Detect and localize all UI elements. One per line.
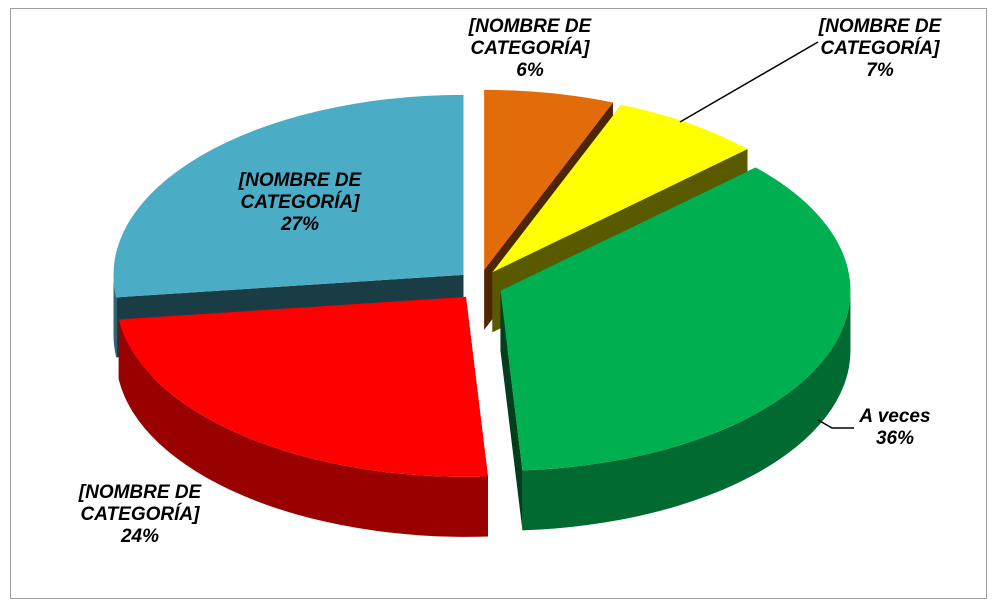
leader-line xyxy=(817,419,854,429)
pie xyxy=(113,89,851,537)
value-label: 27% xyxy=(280,214,320,235)
slice xyxy=(492,104,748,273)
slice xyxy=(113,94,464,298)
category-name: A veces xyxy=(859,406,931,427)
value-label: 6% xyxy=(516,60,544,81)
data-label: [NOMBRE DE CATEGORÍA] 7% xyxy=(795,16,965,82)
leader-line xyxy=(679,41,819,123)
value-label: 36% xyxy=(875,428,915,449)
category-name: [NOMBRE DE CATEGORÍA] xyxy=(818,16,942,59)
data-label: A veces 36% xyxy=(810,406,980,450)
slice-side xyxy=(118,319,488,537)
category-name: [NOMBRE DE CATEGORÍA] xyxy=(468,16,592,59)
category-name: [NOMBRE DE CATEGORÍA] xyxy=(238,170,362,213)
data-label: [NOMBRE DE CATEGORÍA] 6% xyxy=(445,16,615,82)
data-label: [NOMBRE DE CATEGORÍA] 24% xyxy=(55,482,225,548)
value-label: 24% xyxy=(120,526,160,547)
slice xyxy=(500,167,851,471)
slice xyxy=(118,296,488,477)
slice xyxy=(484,89,613,270)
value-label: 7% xyxy=(866,60,894,81)
data-label: [NOMBRE DE CATEGORÍA] 27% xyxy=(215,170,385,236)
slice-side xyxy=(500,290,523,531)
slice-side xyxy=(522,290,851,531)
category-name: [NOMBRE DE CATEGORÍA] xyxy=(78,482,202,525)
slice-side xyxy=(113,274,117,358)
